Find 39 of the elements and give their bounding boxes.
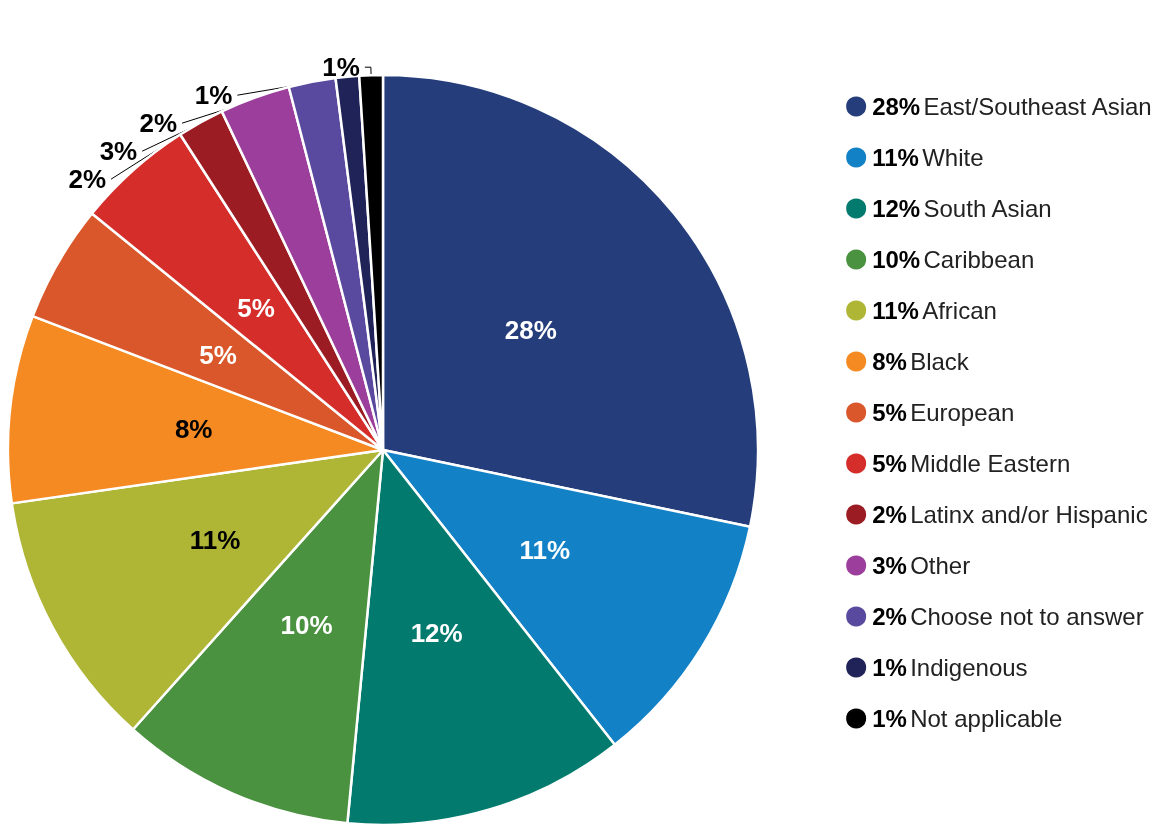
data-label: 1% <box>194 80 233 111</box>
legend-label: White <box>922 144 984 171</box>
legend-label: South Asian <box>923 195 1052 222</box>
text: 1% <box>872 654 907 681</box>
text: 1% <box>872 705 907 732</box>
text: 5% <box>872 399 907 426</box>
legend-label: European <box>910 399 1015 426</box>
legend-label: Middle Eastern <box>910 450 1071 477</box>
text: 5% <box>872 450 907 477</box>
data-label: 2% <box>68 164 107 195</box>
data-label: 5% <box>237 293 275 324</box>
legend-label: Other <box>910 552 971 579</box>
data-label: 12% <box>410 617 463 648</box>
data-label: 11% <box>189 524 241 555</box>
legend-label: African <box>922 297 997 324</box>
text: 2% <box>872 603 907 630</box>
data-label: 8% <box>174 413 213 444</box>
legend-label: Not applicable <box>910 705 1063 732</box>
data-label: 28% <box>504 314 557 345</box>
data-label: 3% <box>99 136 138 167</box>
text: 8% <box>872 348 907 375</box>
data-label: 2% <box>139 108 178 139</box>
text: 12% <box>872 195 921 222</box>
legend-label: Latinx and/or Hispanic <box>910 501 1148 528</box>
legend-label: East/Southeast Asian <box>923 93 1152 120</box>
text: 11% <box>872 297 919 324</box>
text: 2% <box>872 501 907 528</box>
data-label: 5% <box>199 339 237 370</box>
legend-label: Caribbean <box>923 246 1035 273</box>
legend-label: Indigenous <box>910 654 1028 681</box>
legend-label: Black <box>910 348 970 375</box>
data-label: 11% <box>519 535 571 566</box>
text: 11% <box>872 144 919 171</box>
data-label: 1% <box>322 52 360 83</box>
text: 28% <box>872 93 921 120</box>
data-label: 10% <box>280 609 333 640</box>
text: 3% <box>872 552 907 579</box>
text: 10% <box>872 246 921 273</box>
legend-label: Choose not to answer <box>910 603 1144 630</box>
